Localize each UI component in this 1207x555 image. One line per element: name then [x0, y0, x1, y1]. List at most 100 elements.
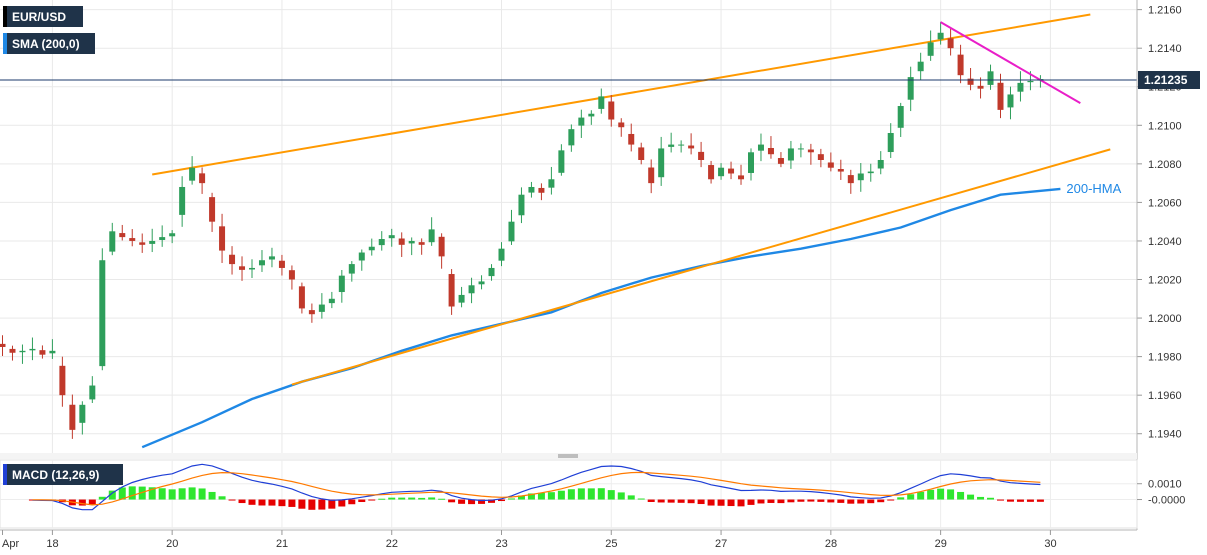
candle-body [498, 248, 505, 261]
macd-hist-bar [418, 497, 426, 500]
macd-tick-label: -0.0000 [1148, 495, 1185, 507]
candle-body [179, 186, 186, 215]
channel-layer [152, 13, 1111, 386]
candle-body [837, 169, 844, 172]
macd-hist-bar [997, 499, 1004, 501]
candle [199, 167, 206, 194]
candle [0, 335, 6, 356]
x-tick-label: 29 [935, 538, 947, 550]
candle [378, 231, 385, 251]
candle [588, 110, 595, 125]
macd-hist-bar [168, 489, 176, 500]
candle [688, 133, 695, 155]
macd-hist-bar [208, 491, 216, 500]
macd-hist-bar [128, 486, 136, 500]
candle [358, 249, 365, 271]
candle [578, 109, 585, 138]
macd-hist-bar [88, 499, 96, 505]
candle [777, 152, 784, 168]
macd-hist-bar [857, 499, 865, 504]
pane-splitter-handle[interactable] [558, 454, 578, 458]
macd-hist-bar [148, 487, 156, 500]
price-tick-label: 1.2160 [1148, 5, 1182, 17]
indicator-pill: SMA (200,0) [3, 33, 95, 54]
candle [438, 233, 445, 269]
candle-body [129, 238, 136, 241]
candle [129, 229, 136, 247]
candle-body [288, 270, 295, 280]
candle [139, 233, 146, 253]
candle-body [807, 149, 814, 153]
symbol-label: EUR/USD [12, 10, 66, 24]
macd-hist-bar [837, 499, 845, 503]
candle-body [598, 96, 605, 109]
candle [947, 27, 954, 56]
macd-hist-bar [827, 499, 835, 503]
candle [258, 250, 265, 272]
price-grid [0, 0, 1137, 453]
candle-body [907, 77, 914, 100]
candle-body [229, 254, 236, 265]
macd-hist-bar [268, 499, 276, 506]
candle [318, 293, 325, 319]
candle [328, 291, 335, 309]
macd-hist-bar [188, 487, 196, 500]
candle-body [548, 179, 555, 188]
candle [937, 21, 944, 45]
macd-hist-bar [258, 499, 266, 506]
candle-body [278, 260, 285, 268]
macd-y-axis: 0.0010 -0.0000 [1137, 479, 1185, 507]
macd-hist-bar [797, 499, 805, 502]
candle [757, 133, 764, 162]
macd-hist-bar [917, 491, 925, 500]
candle [528, 181, 535, 198]
candle-body [1017, 82, 1024, 92]
candle [957, 44, 964, 84]
macd-hist-bar [498, 499, 505, 502]
candle [807, 143, 814, 165]
candle-body [628, 133, 635, 145]
candle [967, 68, 974, 91]
macd-hist-bar [747, 499, 755, 505]
candle-body [438, 236, 445, 257]
candle-body [777, 158, 784, 164]
candle [698, 141, 705, 168]
macd-hist-bar [967, 494, 975, 500]
candle [897, 102, 904, 137]
candle-body [648, 167, 655, 184]
macd-hist-bar [358, 499, 366, 503]
candle-body [618, 122, 625, 128]
macd-hist-bar [877, 499, 885, 503]
candle-body [99, 260, 106, 367]
candle-body [468, 285, 475, 294]
hma-label: 200-HMA [1066, 181, 1121, 196]
candle [917, 52, 924, 80]
macd-hist-bar [887, 499, 895, 501]
candle [538, 183, 545, 201]
candle-body [199, 173, 206, 184]
candle [179, 176, 186, 227]
candle-body [847, 175, 854, 184]
price-tick-label: 1.2140 [1148, 43, 1182, 55]
x-tick-label: 25 [605, 538, 617, 550]
candle [867, 163, 874, 182]
descending-trendline [940, 21, 1081, 104]
candle-body [508, 221, 515, 242]
candle [408, 237, 415, 256]
macd-hist-bar [348, 499, 356, 505]
macd-hist-bar [987, 497, 995, 500]
macd-tick-label: 0.0010 [1148, 479, 1182, 491]
time-x-axis: Apr 18 20 21 22 23 25 27 28 29 30 [0, 529, 1137, 550]
candle [9, 345, 16, 361]
candle-body [0, 343, 6, 347]
candle-body [119, 233, 126, 238]
candle [558, 144, 565, 176]
candle-body [478, 281, 485, 285]
macd-hist-bar [667, 499, 675, 503]
candle-body [258, 260, 265, 266]
candle-body [957, 54, 964, 76]
macd-hist-bar [647, 499, 655, 502]
candle-body [658, 148, 665, 178]
candle [678, 140, 685, 153]
candle [728, 161, 735, 180]
